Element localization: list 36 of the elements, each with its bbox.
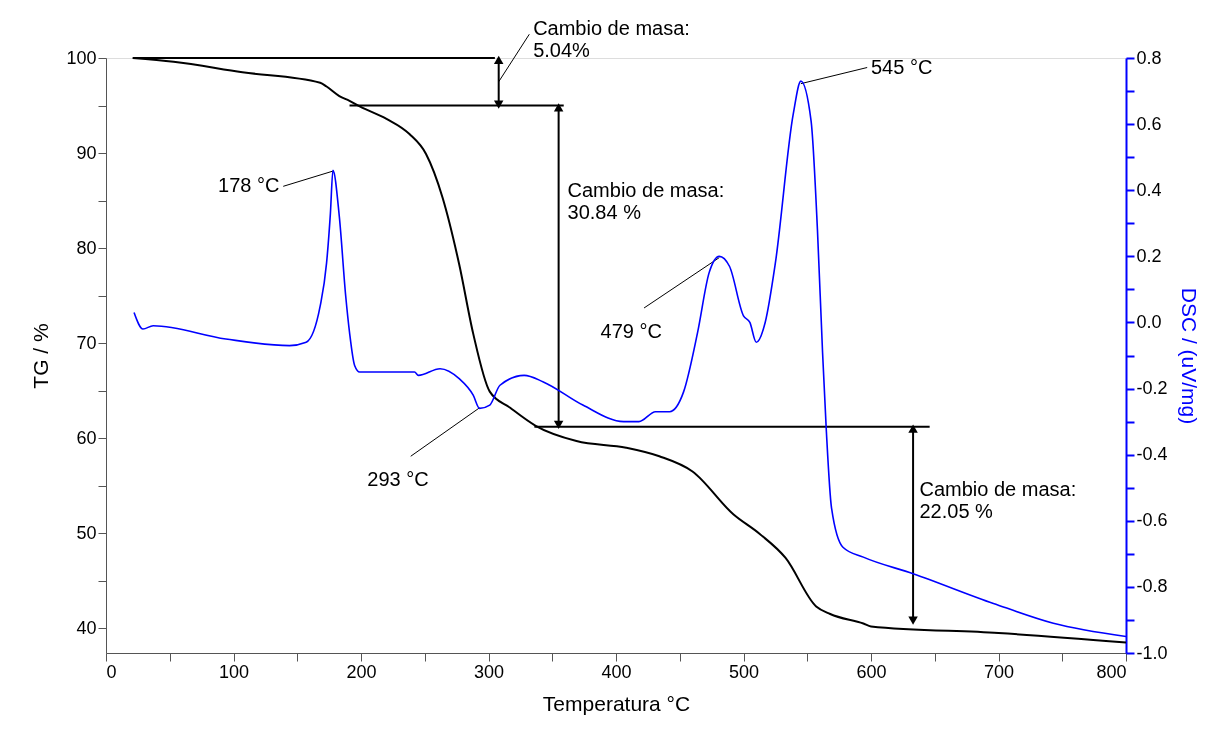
annotation: Cambio de masa: 30.84 %	[567, 179, 725, 224]
y-axis-title: TG / %	[29, 323, 53, 389]
annotation: 479 °C	[600, 319, 662, 342]
annotation: 545 °C	[871, 55, 933, 78]
y2-tick-label: 0.8	[1136, 47, 1162, 68]
y2-tick-label: 0.0	[1136, 311, 1162, 332]
annotation: Cambio de masa: 5.04%	[533, 16, 690, 61]
y2-tick-label: 0.2	[1136, 245, 1162, 266]
x-tick-label: 500	[728, 661, 760, 682]
y2-tick-label: -1.0	[1136, 642, 1168, 663]
annotation: 178 °C	[218, 174, 280, 197]
x-tick-label: 600	[856, 661, 887, 682]
x-tick-label: 800	[1096, 661, 1127, 682]
x-tick-label: 0	[106, 661, 117, 682]
y2-tick-label: -0.8	[1136, 576, 1168, 597]
y-tick-label: 100	[66, 47, 97, 68]
y2-tick-label: 0.4	[1136, 179, 1162, 200]
x-tick-label: 100	[218, 661, 250, 682]
x-tick-label: 400	[601, 661, 632, 682]
x-axis-title: Temperatura °C	[542, 691, 691, 715]
y-tick-label: 40	[76, 617, 97, 638]
y2-tick-label: -0.2	[1136, 378, 1168, 399]
y-tick-label: 70	[76, 332, 97, 353]
y-tick-label: 60	[76, 427, 97, 448]
y2-tick-label: 0.6	[1136, 113, 1162, 134]
x-tick-label: 700	[983, 661, 1015, 682]
y2-tick-label: -0.6	[1136, 510, 1168, 531]
x-tick-label: 200	[346, 661, 377, 682]
y-tick-label: 80	[76, 237, 97, 258]
y-tick-label: 90	[76, 142, 97, 163]
y2-tick-label: -0.4	[1136, 444, 1168, 465]
x-tick-label: 300	[473, 661, 505, 682]
annotation: Cambio de masa: 22.05 %	[919, 477, 1077, 522]
y-tick-label: 50	[76, 522, 97, 543]
y2-axis-title: DSC / (uV/mg)	[1177, 287, 1201, 425]
annotation: 293 °C	[367, 468, 429, 491]
